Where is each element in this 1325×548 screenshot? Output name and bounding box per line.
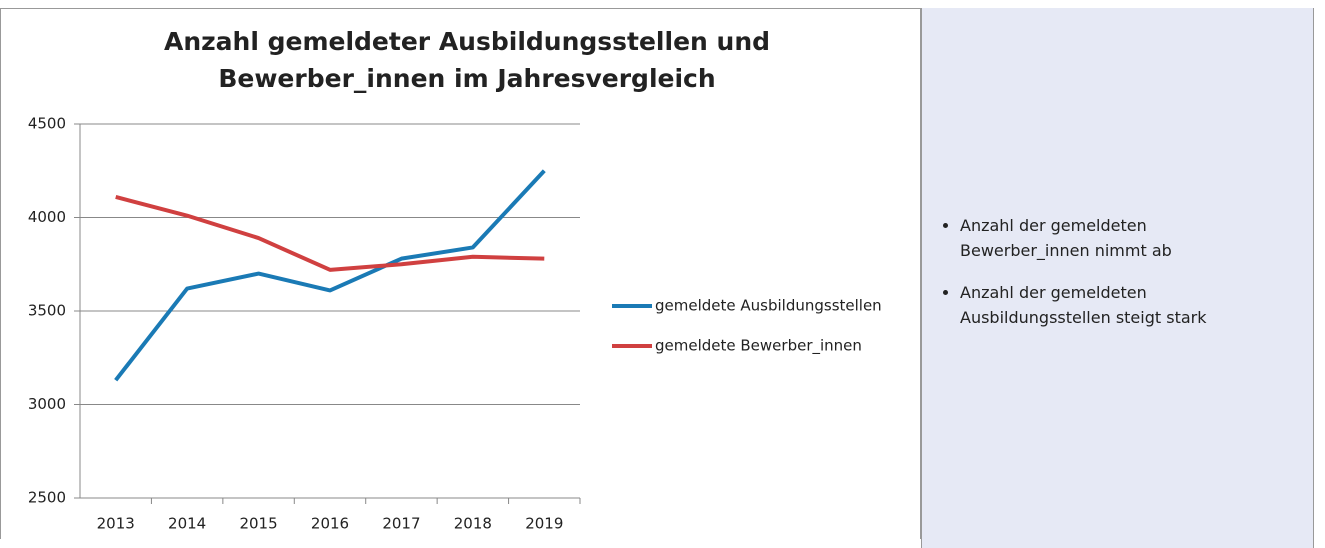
series-line: [115, 194, 545, 272]
x-tick-label: 2019: [525, 515, 563, 533]
y-tick-label: 4000: [28, 208, 66, 226]
note: Anzahl der gemeldeten Bewerber_innen nim…: [960, 213, 1280, 263]
x-tick-label: 2017: [382, 515, 420, 533]
x-tick-label: 2016: [311, 515, 349, 533]
chart: Anzahl gemeldeter Ausbildungsstellen und…: [0, 8, 921, 539]
y-tick-label: 2500: [28, 489, 66, 507]
series-line: [114, 169, 546, 382]
note: Anzahl der gemeldeten Ausbildungsstellen…: [960, 280, 1280, 330]
legend-label: gemeldete Bewerber_innen: [655, 337, 862, 356]
notes-panel: Anzahl der gemeldeten Bewerber_innen nim…: [921, 8, 1314, 548]
x-tick-label: 2015: [239, 515, 277, 533]
chart-frame: [0, 8, 921, 539]
y-tick-label: 3500: [28, 302, 66, 320]
x-tick-label: 2018: [454, 515, 492, 533]
x-tick-label: 2014: [168, 515, 206, 533]
y-tick-label: 3000: [28, 395, 66, 413]
notes-list: Anzahl der gemeldeten Bewerber_innen nim…: [922, 213, 1280, 347]
legend-label: gemeldete Ausbildungsstellen: [655, 297, 882, 315]
y-tick-label: 4500: [28, 115, 66, 133]
x-tick-label: 2013: [97, 515, 135, 533]
chart-title: Anzahl gemeldeter Ausbildungsstellen und: [164, 27, 770, 56]
chart-title: Bewerber_innen im Jahresvergleich: [218, 64, 715, 93]
